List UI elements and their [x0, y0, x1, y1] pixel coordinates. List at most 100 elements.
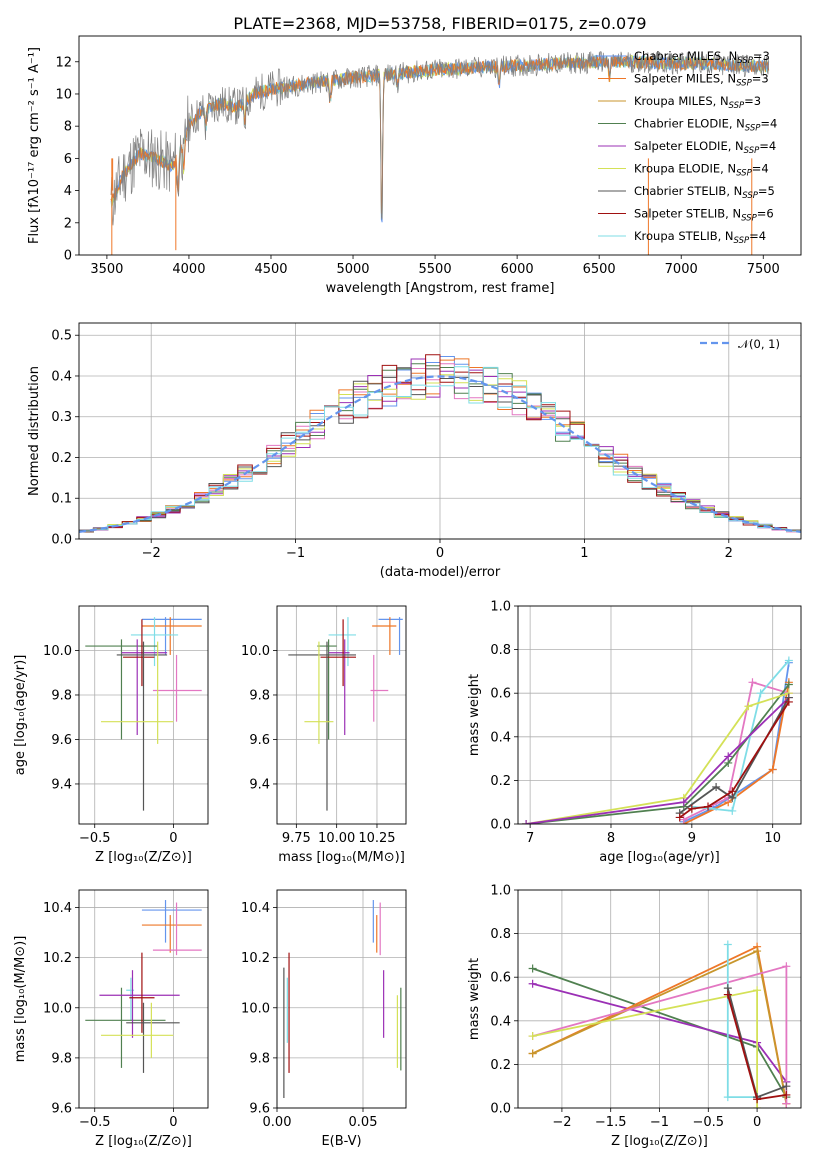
y-axis-label: Normed distribution: [27, 366, 42, 496]
y-tick-label: 0.5: [51, 329, 72, 344]
y-tick-label: 0.8: [490, 927, 511, 942]
plus-marker: [748, 678, 757, 687]
weight-series-line: [525, 696, 790, 824]
plus-marker: [753, 986, 762, 995]
mass-vs-ebv-plot-area: [283, 900, 402, 1098]
x-tick-label: 0.05: [349, 1115, 378, 1130]
y-tick-label: 10.4: [43, 901, 72, 916]
x-tick-label: 4000: [172, 262, 205, 277]
observed-spectrum-line: [110, 51, 770, 226]
weight-series-line: [691, 659, 790, 812]
histogram-step-line: [79, 358, 801, 532]
y-tick-label: 0.0: [490, 1102, 511, 1117]
x-tick-label: −0.5: [79, 831, 111, 846]
plus-marker: [723, 1093, 732, 1102]
axes-frame: [78, 605, 209, 825]
x-tick-label: −2: [552, 1115, 571, 1130]
y-tick-label: 10: [55, 87, 72, 102]
weight-series-line: [525, 692, 790, 824]
legend-entry: Chabrier STELIB, NSSP=5: [634, 184, 775, 201]
legend-entry: Salpeter MILES, NSSP=3: [634, 72, 769, 89]
x-tick-label: −0.5: [79, 1115, 111, 1130]
axes-frame: [78, 889, 209, 1109]
y-tick-label: 8: [64, 120, 72, 135]
x-tick-label: 10: [764, 831, 781, 846]
x-axis-label: wavelength [Angstrom, rest frame]: [326, 281, 555, 296]
axes-frame: [78, 35, 802, 256]
x-axis-label: E(B-V): [321, 1134, 361, 1149]
x-tick-label: 10.00: [318, 831, 355, 846]
histogram-step-line: [79, 366, 801, 532]
plus-marker: [712, 782, 721, 791]
spectrum-chart: 3500 4000 4500 5000 5500 6000 6500 7000 7500 0 2 4 6…: [27, 35, 802, 296]
plus-marker: [784, 656, 793, 665]
axes-frame: [276, 605, 407, 825]
plus-marker: [768, 765, 777, 774]
x-tick-label: −1.5: [595, 1115, 627, 1130]
x-tick-label: 6000: [501, 262, 534, 277]
normal-curve-line: [79, 375, 801, 533]
residual-hist-chart: −2 −1 0 1 2 0.0 0.1 0.2 0.3 0.4 0.5 (data-model)/er…: [27, 322, 802, 580]
y-tick-label: 4: [64, 184, 72, 199]
y-tick-label: 9.4: [249, 777, 270, 792]
plus-marker: [704, 802, 713, 811]
x-tick-label: 10.25: [358, 831, 395, 846]
x-tick-label: 5000: [336, 262, 369, 277]
legend-entry: Kroupa MILES, NSSP=3: [634, 94, 761, 111]
plus-marker: [728, 806, 737, 815]
y-axis-label: Flux [fλ10⁻¹⁷ erg cm⁻² s⁻¹ A⁻¹]: [27, 47, 42, 244]
plus-marker: [756, 689, 765, 698]
y-tick-label: 10.0: [241, 644, 270, 659]
y-tick-label: 9.8: [249, 1051, 270, 1066]
y-tick-label: 10.2: [43, 951, 72, 966]
x-tick-label: 8: [607, 831, 615, 846]
plus-marker: [724, 752, 733, 761]
y-tick-label: 0.2: [490, 774, 511, 789]
plus-marker: [675, 813, 684, 822]
y-tick-label: 0.8: [490, 643, 511, 658]
x-tick-label: 0: [169, 831, 177, 846]
model-spectrum-line: [110, 55, 770, 214]
charts-container: 3500 4000 4500 5000 5500 6000 6500 7000 75000246…: [13, 35, 802, 1149]
y-tick-label: 0.4: [490, 730, 511, 745]
mass-vs-ebv-chart: 0.00 0.05 9.6 9.8 10.0 10.2 10.4 E(B-V): [241, 889, 407, 1149]
x-tick-label: −0.5: [693, 1115, 725, 1130]
x-axis-label: Z [log₁₀(Z/Z⊙)]: [95, 1134, 192, 1149]
x-tick-label: 7500: [747, 262, 780, 277]
weight-vs-Z-plot-area: [528, 940, 791, 1108]
y-tick-label: 10.0: [43, 644, 72, 659]
y-tick-label: 9.4: [51, 777, 72, 792]
y-tick-label: 10.0: [43, 1001, 72, 1016]
y-tick-label: 0.4: [51, 369, 72, 384]
weight-vs-age-chart: 7 8 9 10 0.0 0.2 0.4 0.6 0.8 1.0 age [log₁₀(age/yr…: [467, 600, 802, 865]
y-tick-label: 9.6: [51, 733, 72, 748]
y-tick-label: 2: [64, 216, 72, 231]
x-tick-label: 6500: [583, 262, 616, 277]
y-tick-label: 0.4: [490, 1014, 511, 1029]
plus-marker: [784, 680, 793, 689]
plus-marker: [528, 1032, 537, 1041]
plus-marker: [753, 1104, 762, 1108]
legend-entry: Chabrier ELODIE, NSSP=4: [634, 117, 777, 134]
axes-frame: [517, 605, 802, 825]
axes-frame: [78, 322, 802, 540]
weight-vs-Z-chart: −2 −1.5 −1 −0.5 0 0.0 0.2 0.4 0.6 0.8 1.0 Z [log₁₀(…: [467, 884, 802, 1149]
x-tick-label: −2: [142, 546, 161, 561]
x-tick-label: 7000: [665, 262, 698, 277]
age-vs-Z-chart: −0.5 0 9.4 9.6 9.8 10.0 Z [log₁₀(Z/Z⊙)] age [lo…: [13, 605, 209, 865]
plus-marker: [679, 798, 688, 807]
plus-marker: [687, 804, 696, 813]
legend-entry: Salpeter STELIB, NSSP=6: [634, 207, 774, 224]
plus-marker: [723, 940, 732, 949]
y-tick-label: 9.6: [51, 1102, 72, 1117]
y-axis-label: age [log₁₀(age/yr)]: [13, 655, 28, 776]
y-tick-label: 0.3: [51, 410, 72, 425]
y-tick-label: 10.4: [241, 901, 270, 916]
histogram-step-line: [79, 354, 801, 533]
plus-marker: [528, 964, 537, 973]
y-tick-label: 9.8: [51, 1051, 72, 1066]
x-axis-label: Z [log₁₀(Z/Z⊙)]: [611, 1134, 708, 1149]
plus-marker: [528, 979, 537, 988]
plus-marker: [784, 697, 793, 706]
